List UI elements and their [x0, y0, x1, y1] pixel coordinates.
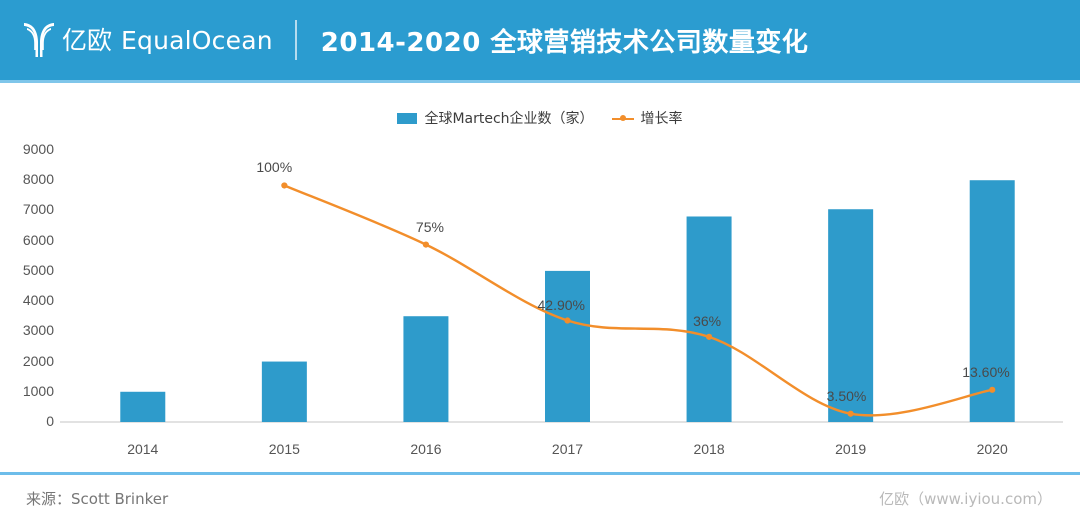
equalocean-tree-logo-icon	[24, 23, 54, 57]
x-tick-2015: 2015	[268, 441, 300, 457]
growth-rate-line[interactable]	[283, 184, 994, 417]
bar-2014[interactable]	[120, 391, 166, 422]
brand-note: 亿欧（www.iyiou.com）	[879, 489, 1052, 508]
bar-2016[interactable]	[403, 316, 449, 422]
y-tick-2000: 2000	[22, 352, 54, 369]
y-tick-8000: 8000	[22, 171, 54, 188]
x-tick-2017: 2017	[551, 441, 584, 457]
legend-item-line[interactable]: 增长率	[611, 108, 683, 128]
legend-label-bars: 全球Martech企业数（家）	[424, 111, 594, 127]
y-tick-9000: 9000	[22, 141, 54, 157]
x-tick-2016: 2016	[410, 441, 442, 457]
page-title: 2014-2020 全球营销技术公司数量变化	[320, 27, 809, 58]
chart-legend: 全球Martech企业数（家） 增长率	[0, 108, 1080, 128]
data-label-2019: 3.50%	[826, 387, 867, 404]
bar-2020[interactable]	[969, 180, 1015, 422]
y-tick-3000: 3000	[22, 322, 54, 339]
logo-text-cn: 亿欧	[62, 25, 113, 55]
page-header: 亿欧 EqualOcean 2014-2020 全球营销技术公司数量变化	[0, 0, 1080, 80]
x-tick-2019: 2019	[835, 441, 867, 457]
legend-item-bars[interactable]: 全球Martech企业数（家）	[397, 108, 594, 128]
line-point-1[interactable]	[422, 241, 430, 248]
data-label-2017: 42.90%	[537, 296, 585, 313]
data-label-2015: 100%	[256, 159, 293, 176]
y-tick-1000: 1000	[22, 382, 54, 399]
legend-swatch-bar-icon	[397, 112, 418, 124]
legend-swatch-line-icon	[611, 113, 634, 124]
y-tick-6000: 6000	[22, 231, 54, 248]
logo-text-en: EqualOcean	[121, 25, 273, 55]
x-tick-2018: 2018	[693, 441, 725, 457]
data-label-2016: 75%	[415, 218, 444, 235]
bar-2015[interactable]	[261, 361, 307, 422]
y-tick-5000: 5000	[22, 261, 54, 278]
x-tick-2020: 2020	[976, 441, 1008, 457]
x-tick-2014: 2014	[127, 441, 159, 457]
line-point-0[interactable]	[281, 182, 288, 189]
header-underline	[0, 80, 1080, 83]
y-tick-0: 0	[46, 413, 54, 429]
line-point-4[interactable]	[847, 410, 854, 417]
data-label-2020: 13.60%	[962, 363, 1010, 380]
data-label-2018: 36%	[693, 312, 722, 329]
y-tick-7000: 7000	[22, 201, 54, 218]
header-divider	[294, 20, 297, 60]
line-point-3[interactable]	[705, 333, 713, 340]
bar-2017[interactable]	[545, 270, 590, 422]
brand-logo[interactable]: 亿欧 EqualOcean	[22, 17, 273, 63]
plot-svg	[60, 180, 1063, 423]
legend-label-line: 增长率	[640, 111, 683, 127]
bar-2018[interactable]	[686, 216, 732, 422]
line-point-2[interactable]	[564, 317, 571, 324]
chart-container: 全球Martech企业数（家） 增长率 0 1000 2000 3000 4000 500…	[0, 83, 1080, 465]
line-point-5[interactable]	[989, 386, 996, 393]
plot-area: 0 1000 2000 3000 4000 5000 6000 7000 8000 9000 20…	[0, 83, 1080, 465]
footer-divider	[0, 472, 1080, 475]
y-tick-4000: 4000	[22, 292, 54, 309]
page-footer: 来源：Scott Brinker 亿欧（www.iyiou.com）	[0, 475, 1080, 521]
source-note: 来源：Scott Brinker	[26, 489, 169, 508]
bar-2019[interactable]	[828, 209, 874, 422]
